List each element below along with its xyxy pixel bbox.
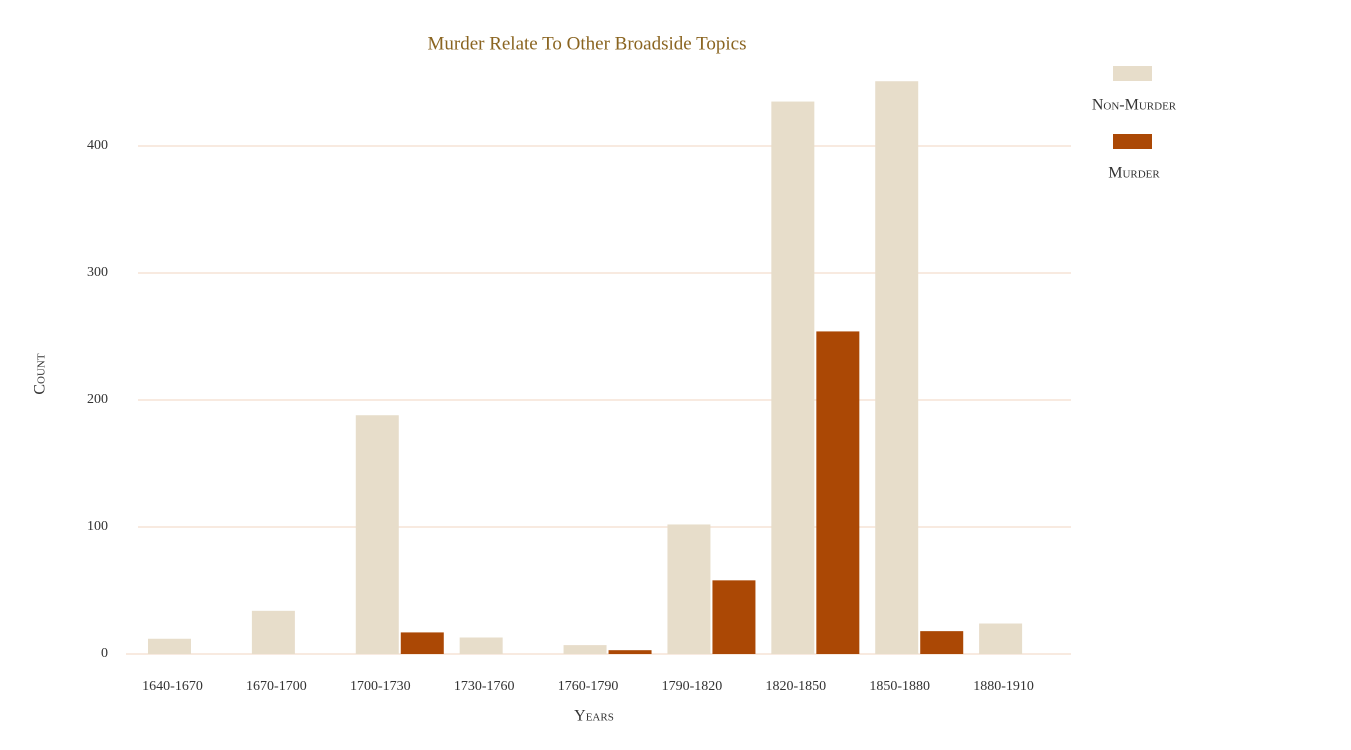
x-tick-label: 1700-1730: [350, 679, 411, 694]
x-tick-label: 1880-1910: [973, 679, 1034, 694]
x-tick-label: 1790-1820: [662, 679, 723, 694]
bar: [459, 637, 503, 654]
legend-swatch: [1113, 134, 1152, 149]
y-tick-label: 200: [87, 392, 108, 407]
bar: [355, 415, 399, 654]
y-tick-label: 300: [87, 265, 108, 280]
legend-label: Murder: [1108, 165, 1160, 182]
bar: [875, 81, 919, 655]
bar: [563, 645, 607, 654]
y-tick-label: 100: [87, 519, 108, 534]
x-tick-label: 1670-1700: [246, 679, 307, 694]
x-axis-label: Years: [574, 708, 614, 725]
x-tick-label: 1820-1850: [765, 679, 826, 694]
bar: [667, 524, 711, 654]
bar: [771, 101, 815, 655]
bar: [608, 650, 652, 654]
bar: [712, 580, 756, 654]
bar: [816, 331, 860, 654]
chart-title: Murder Relate To Other Broadside Topics: [427, 33, 746, 54]
legend-swatch: [1113, 66, 1152, 81]
y-tick-label: 0: [101, 646, 108, 661]
x-tick-label: 1850-1880: [869, 679, 930, 694]
legend-label: Non-Murder: [1092, 97, 1177, 114]
y-tick-label: 400: [87, 138, 108, 153]
x-tick-label: 1640-1670: [142, 679, 203, 694]
x-tick-label: 1730-1760: [454, 679, 515, 694]
x-tick-label: 1760-1790: [558, 679, 619, 694]
bar: [148, 638, 191, 654]
bar: [251, 610, 295, 654]
bar: [979, 623, 1023, 654]
bar: [400, 632, 444, 654]
bar: [920, 631, 964, 654]
y-axis-label: Count: [32, 353, 49, 395]
